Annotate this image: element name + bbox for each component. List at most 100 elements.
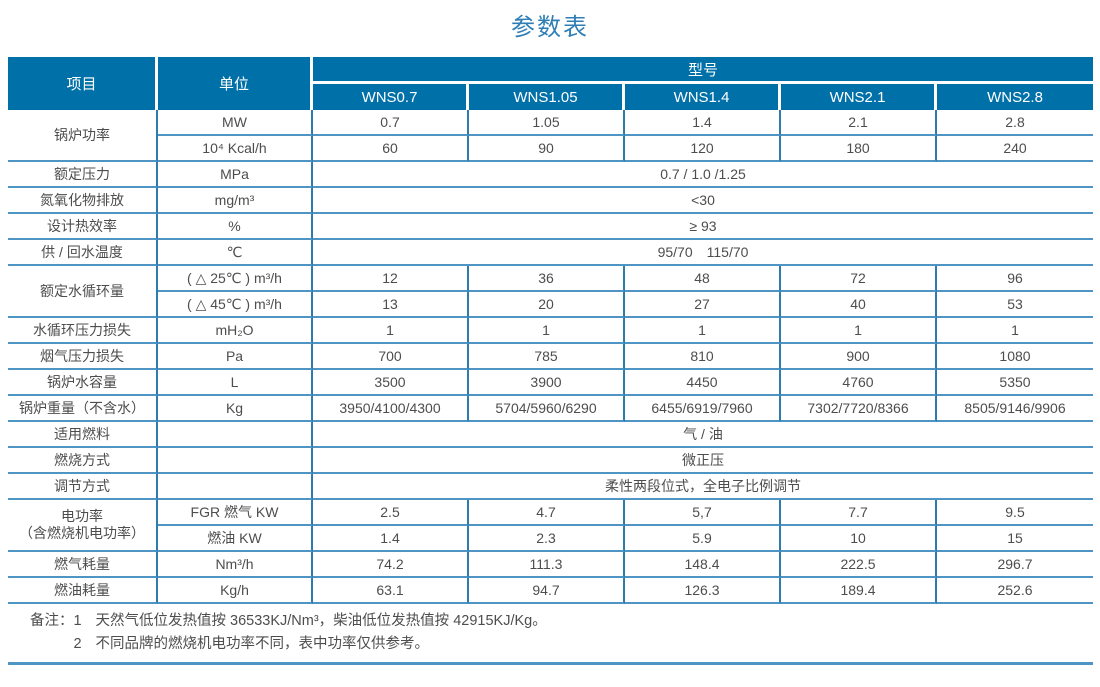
note-number: 2 — [73, 636, 82, 652]
value-cell: 0.7 — [313, 110, 469, 136]
unit-cell: MW — [158, 110, 313, 136]
item-cell: 燃油耗量 — [8, 578, 158, 604]
note-line: 1 天然气低位发热值按 36533KJ/Nm³，柴油低位发热值按 42915KJ… — [74, 610, 547, 633]
value-cell: 72 — [781, 266, 937, 292]
value-cell: 63.1 — [313, 578, 469, 604]
unit-cell: MPa — [158, 162, 313, 188]
value-cell: 3950/4100/4300 — [313, 396, 469, 422]
table-row: 适用燃料 气 / 油 — [8, 422, 1094, 448]
note-number: 1 — [73, 613, 82, 629]
note-text: 不同品牌的燃烧机电功率不同，表中功率仅供参考。 — [95, 636, 430, 652]
bottom-divider — [8, 662, 1093, 665]
item-cell: 额定水循环量 — [8, 266, 158, 318]
value-cell: 27 — [625, 292, 781, 318]
parameters-table-body: 锅炉功率 MW 0.7 1.05 1.4 2.1 2.8 10⁴ Kcal/h 60 90 120 1… — [8, 110, 1094, 604]
value-cell: 36 — [469, 266, 625, 292]
table-row: 燃油 KW 1.4 2.3 5.9 10 15 — [8, 526, 1094, 552]
header-unit: 单位 — [158, 57, 313, 110]
item-cell: 设计热效率 — [8, 214, 158, 240]
header-item: 项目 — [8, 57, 158, 110]
item-cell: 电功率 （含燃烧机电功率） — [8, 500, 158, 552]
unit-cell: ( △ 45℃ ) m³/h — [158, 292, 313, 318]
model-column-header: WNS1.05 — [469, 84, 625, 110]
value-cell: 1.4 — [313, 526, 469, 552]
unit-cell: 燃油 KW — [158, 526, 313, 552]
value-cell: 148.4 — [625, 552, 781, 578]
item-cell: 供 / 回水温度 — [8, 240, 158, 266]
value-cell: 240 — [937, 136, 1094, 162]
value-cell: 3900 — [469, 370, 625, 396]
value-cell-span: <30 — [313, 188, 1094, 214]
table-row: 氮氧化物排放 mg/m³ <30 — [8, 188, 1094, 214]
value-cell: 126.3 — [625, 578, 781, 604]
table-header: 项目 单位 型号 WNS0.7 WNS1.05 WNS1.4 WNS2.1 WN… — [8, 57, 1094, 110]
value-cell-span: 气 / 油 — [313, 422, 1094, 448]
value-cell-span: ≥ 93 — [313, 214, 1094, 240]
value-cell: 120 — [625, 136, 781, 162]
value-cell: 2.3 — [469, 526, 625, 552]
header-model-group: 型号 — [313, 57, 1094, 84]
value-cell: 4.7 — [469, 500, 625, 526]
table-row: 锅炉功率 MW 0.7 1.05 1.4 2.1 2.8 — [8, 110, 1094, 162]
page-title: 参数表 — [511, 14, 589, 41]
item-cell: 额定压力 — [8, 162, 158, 188]
value-cell: 7302/7720/8366 — [781, 396, 937, 422]
value-cell: 900 — [781, 344, 937, 370]
value-cell: 4450 — [625, 370, 781, 396]
item-cell: 锅炉功率 — [8, 110, 158, 162]
value-cell: 96 — [937, 266, 1094, 292]
value-cell-span: 柔性两段位式，全电子比例调节 — [313, 474, 1094, 500]
unit-cell: Kg/h — [158, 578, 313, 604]
model-column-header: WNS0.7 — [313, 84, 469, 110]
table-row: 锅炉重量（不含水） Kg 3950/4100/4300 5704/5960/6290 6… — [8, 396, 1094, 422]
value-cell: 1.4 — [625, 110, 781, 136]
value-cell: 53 — [937, 292, 1094, 318]
table-row: 水循环压力损失 mH₂O 1 1 1 1 1 — [8, 318, 1094, 344]
value-cell: 1080 — [937, 344, 1094, 370]
value-cell: 10 — [781, 526, 937, 552]
value-cell: 74.2 — [313, 552, 469, 578]
value-cell: 2.8 — [937, 110, 1094, 136]
item-cell: 燃气耗量 — [8, 552, 158, 578]
unit-cell: ( △ 25℃ ) m³/h — [158, 266, 313, 292]
unit-cell: FGR 燃气 KW — [158, 500, 313, 526]
item-cell: 锅炉重量（不含水） — [8, 396, 158, 422]
unit-cell — [158, 474, 313, 500]
value-cell: 15 — [937, 526, 1094, 552]
unit-cell: % — [158, 214, 313, 240]
table-row: 设计热效率% ≥ 93 — [8, 214, 1094, 240]
value-cell: 189.4 — [781, 578, 937, 604]
unit-cell: Nm³/h — [158, 552, 313, 578]
value-cell: 5704/5960/6290 — [469, 396, 625, 422]
notes-lines: 1 天然气低位发热值按 36533KJ/Nm³，柴油低位发热值按 42915KJ… — [74, 610, 547, 656]
value-cell: 2.1 — [781, 110, 937, 136]
value-cell-span: 95/70 115/70 — [313, 240, 1094, 266]
value-cell: 3500 — [313, 370, 469, 396]
table-row: 调节方式 柔性两段位式，全电子比例调节 — [8, 474, 1094, 500]
item-cell: 烟气压力损失 — [8, 344, 158, 370]
unit-cell: ℃ — [158, 240, 313, 266]
item-cell: 燃烧方式 — [8, 448, 158, 474]
value-cell: 2.5 — [313, 500, 469, 526]
value-cell: 1 — [313, 318, 469, 344]
table-row: 额定水循环量( △ 25℃ ) m³/h 12 36 48 72 96 — [8, 266, 1094, 318]
item-cell: 适用燃料 — [8, 422, 158, 448]
value-cell: 1 — [625, 318, 781, 344]
value-cell: 48 — [625, 266, 781, 292]
unit-cell: Kg — [158, 396, 313, 422]
value-cell: 180 — [781, 136, 937, 162]
table-row: 锅炉水容量 L 3500 3900 4450 4760 5350 — [8, 370, 1094, 396]
value-cell: 111.3 — [469, 552, 625, 578]
table-row: 电功率 （含燃烧机电功率） FGR 燃气 KW 2.5 4.7 5,7 7.7 9.5 — [8, 500, 1094, 552]
value-cell: 1 — [469, 318, 625, 344]
value-cell: 20 — [469, 292, 625, 318]
value-cell: 12 — [313, 266, 469, 292]
value-cell: 8505/9146/9906 — [937, 396, 1094, 422]
value-cell: 40 — [781, 292, 937, 318]
table-row: ( △ 45℃ ) m³/h 13 20 27 40 53 — [8, 292, 1094, 318]
value-cell: 90 — [469, 136, 625, 162]
note-text: 天然气低位发热值按 36533KJ/Nm³，柴油低位发热值按 42915KJ/K… — [95, 613, 547, 629]
value-cell: 94.7 — [469, 578, 625, 604]
value-cell: 1 — [937, 318, 1094, 344]
